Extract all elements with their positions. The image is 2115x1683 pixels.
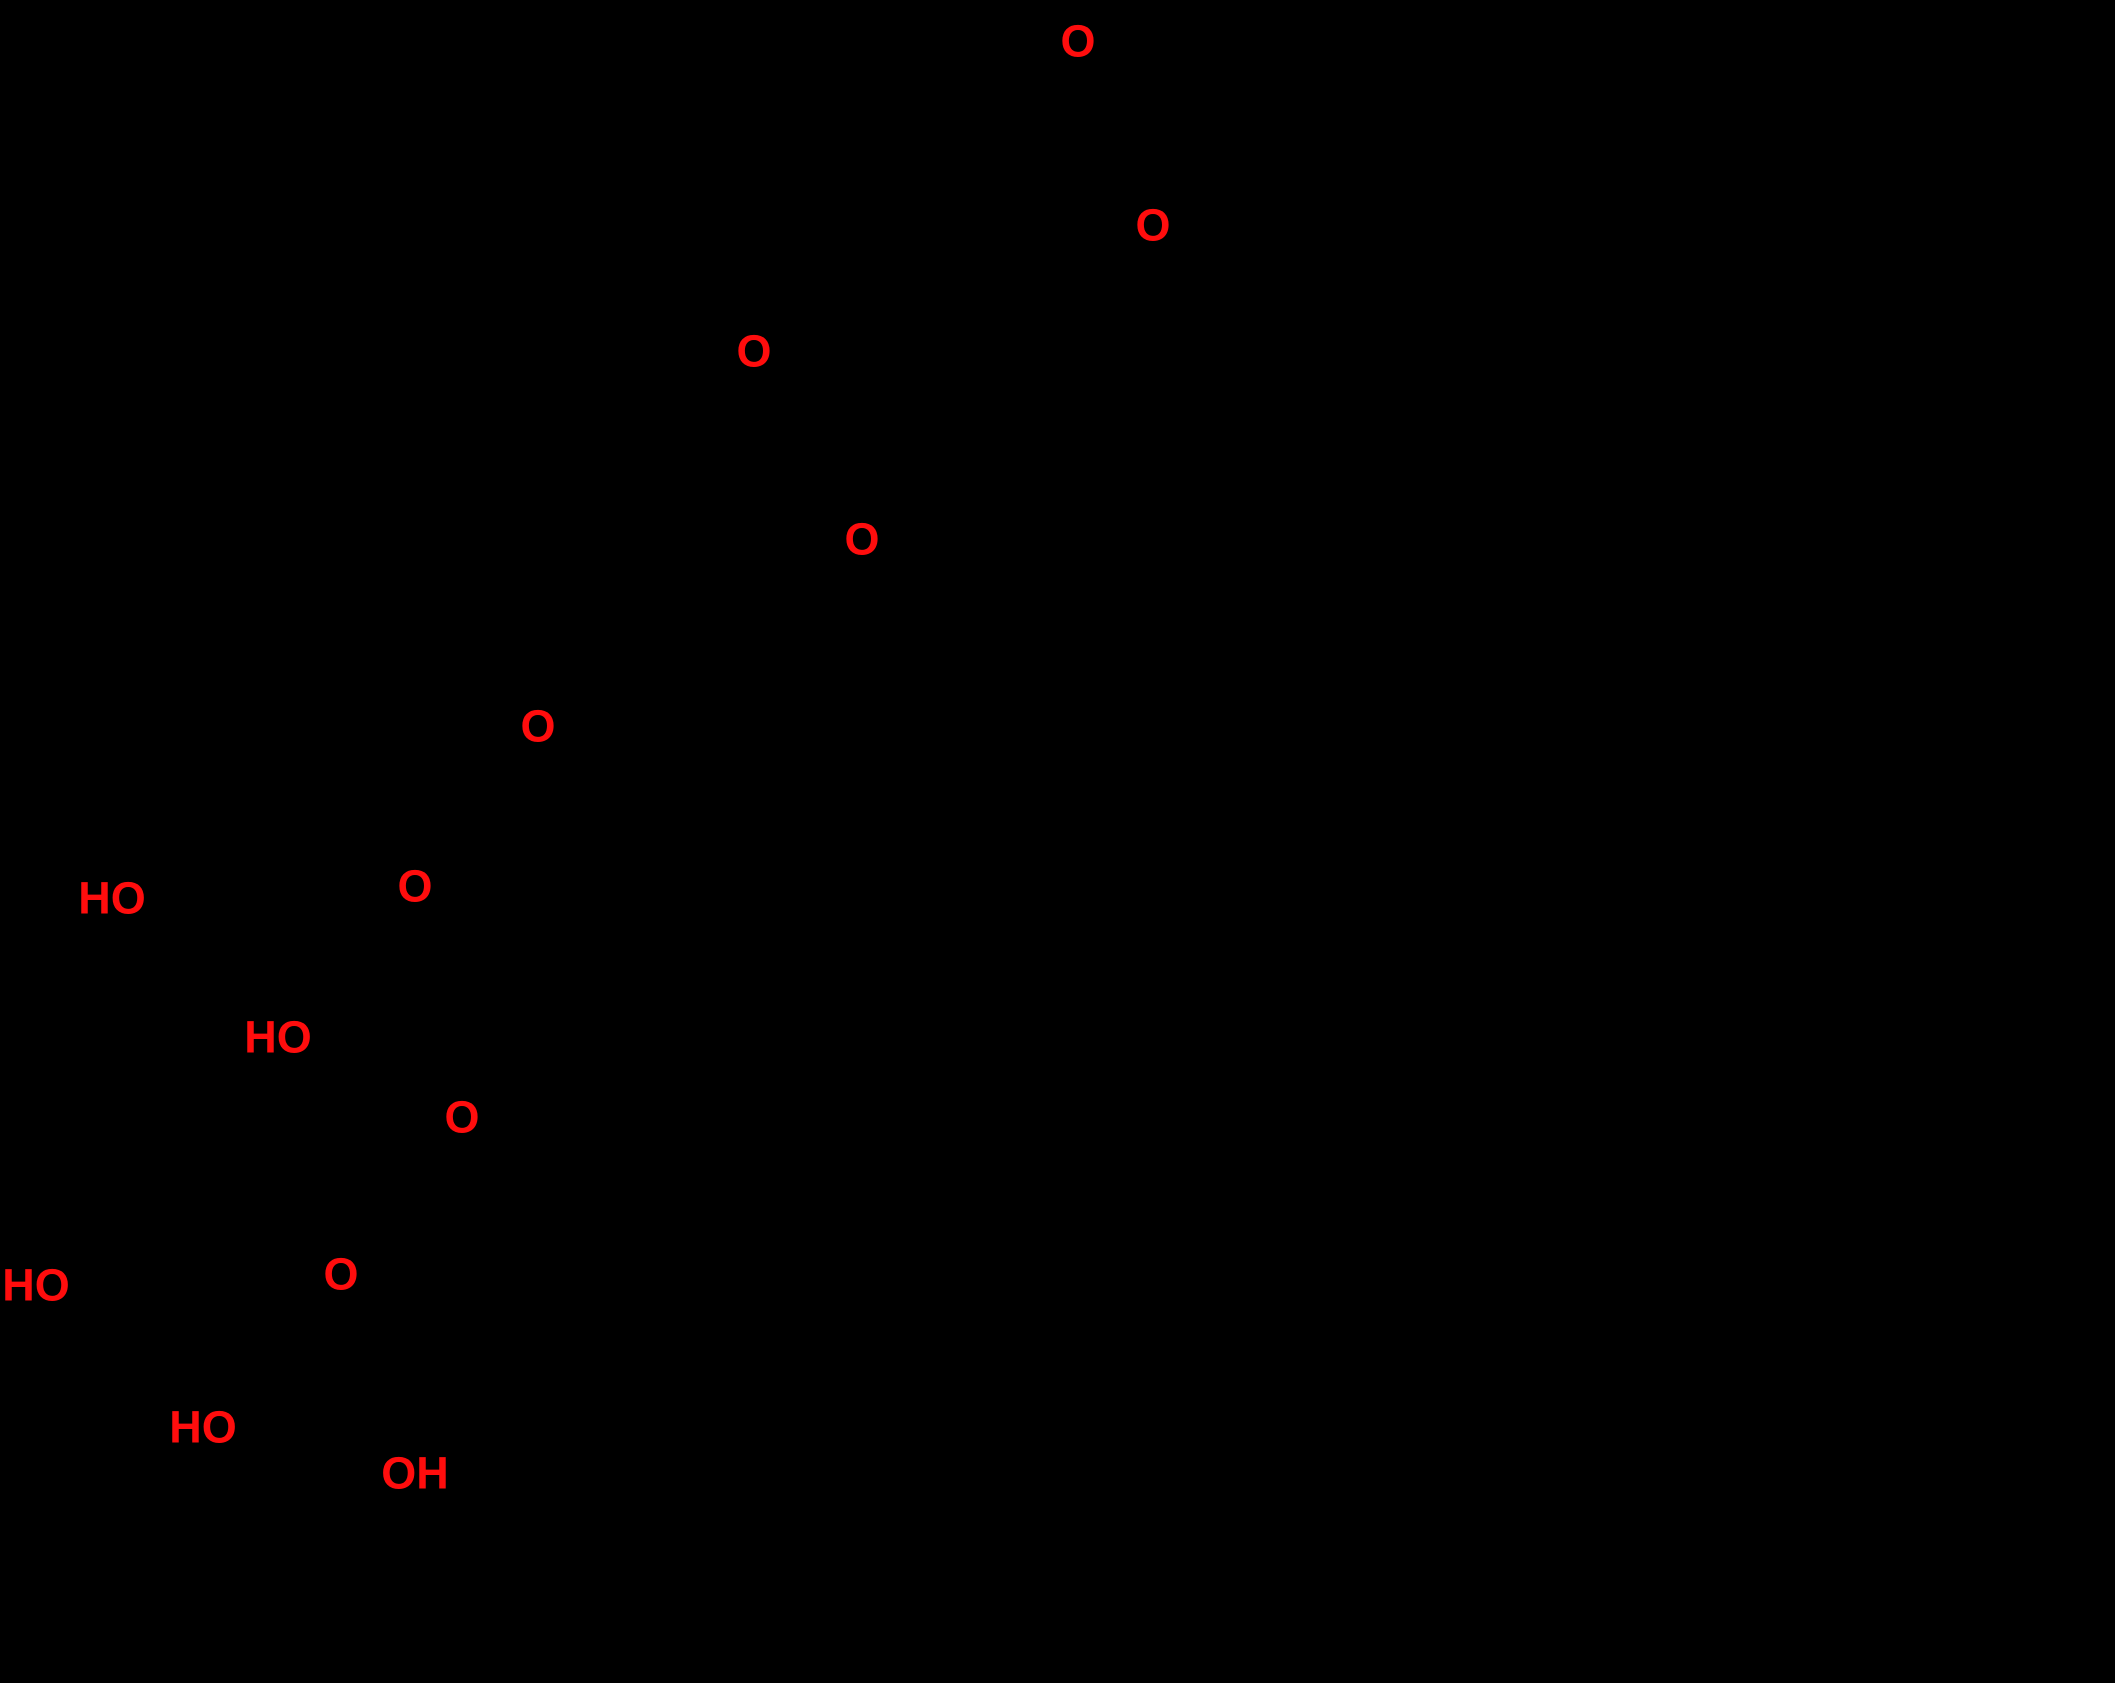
atom-label-o-2: O xyxy=(736,325,772,377)
atom-label-ho-11: HO xyxy=(169,1401,237,1453)
atom-label-ho-5: HO xyxy=(78,872,146,924)
atom-label-o-3: O xyxy=(844,513,880,565)
atom-label-ho-9: HO xyxy=(2,1259,70,1311)
atom-label-o-8: O xyxy=(444,1091,480,1143)
atom-label-oh-12: OH xyxy=(381,1447,449,1499)
atom-label-o-4: O xyxy=(520,700,556,752)
atom-label-ho-7: HO xyxy=(244,1011,312,1063)
atom-label-o-0: O xyxy=(1060,15,1096,67)
atom-label-o-1: O xyxy=(1135,199,1171,251)
atom-label-o-6: O xyxy=(397,860,433,912)
atom-label-o-10: O xyxy=(323,1248,359,1300)
